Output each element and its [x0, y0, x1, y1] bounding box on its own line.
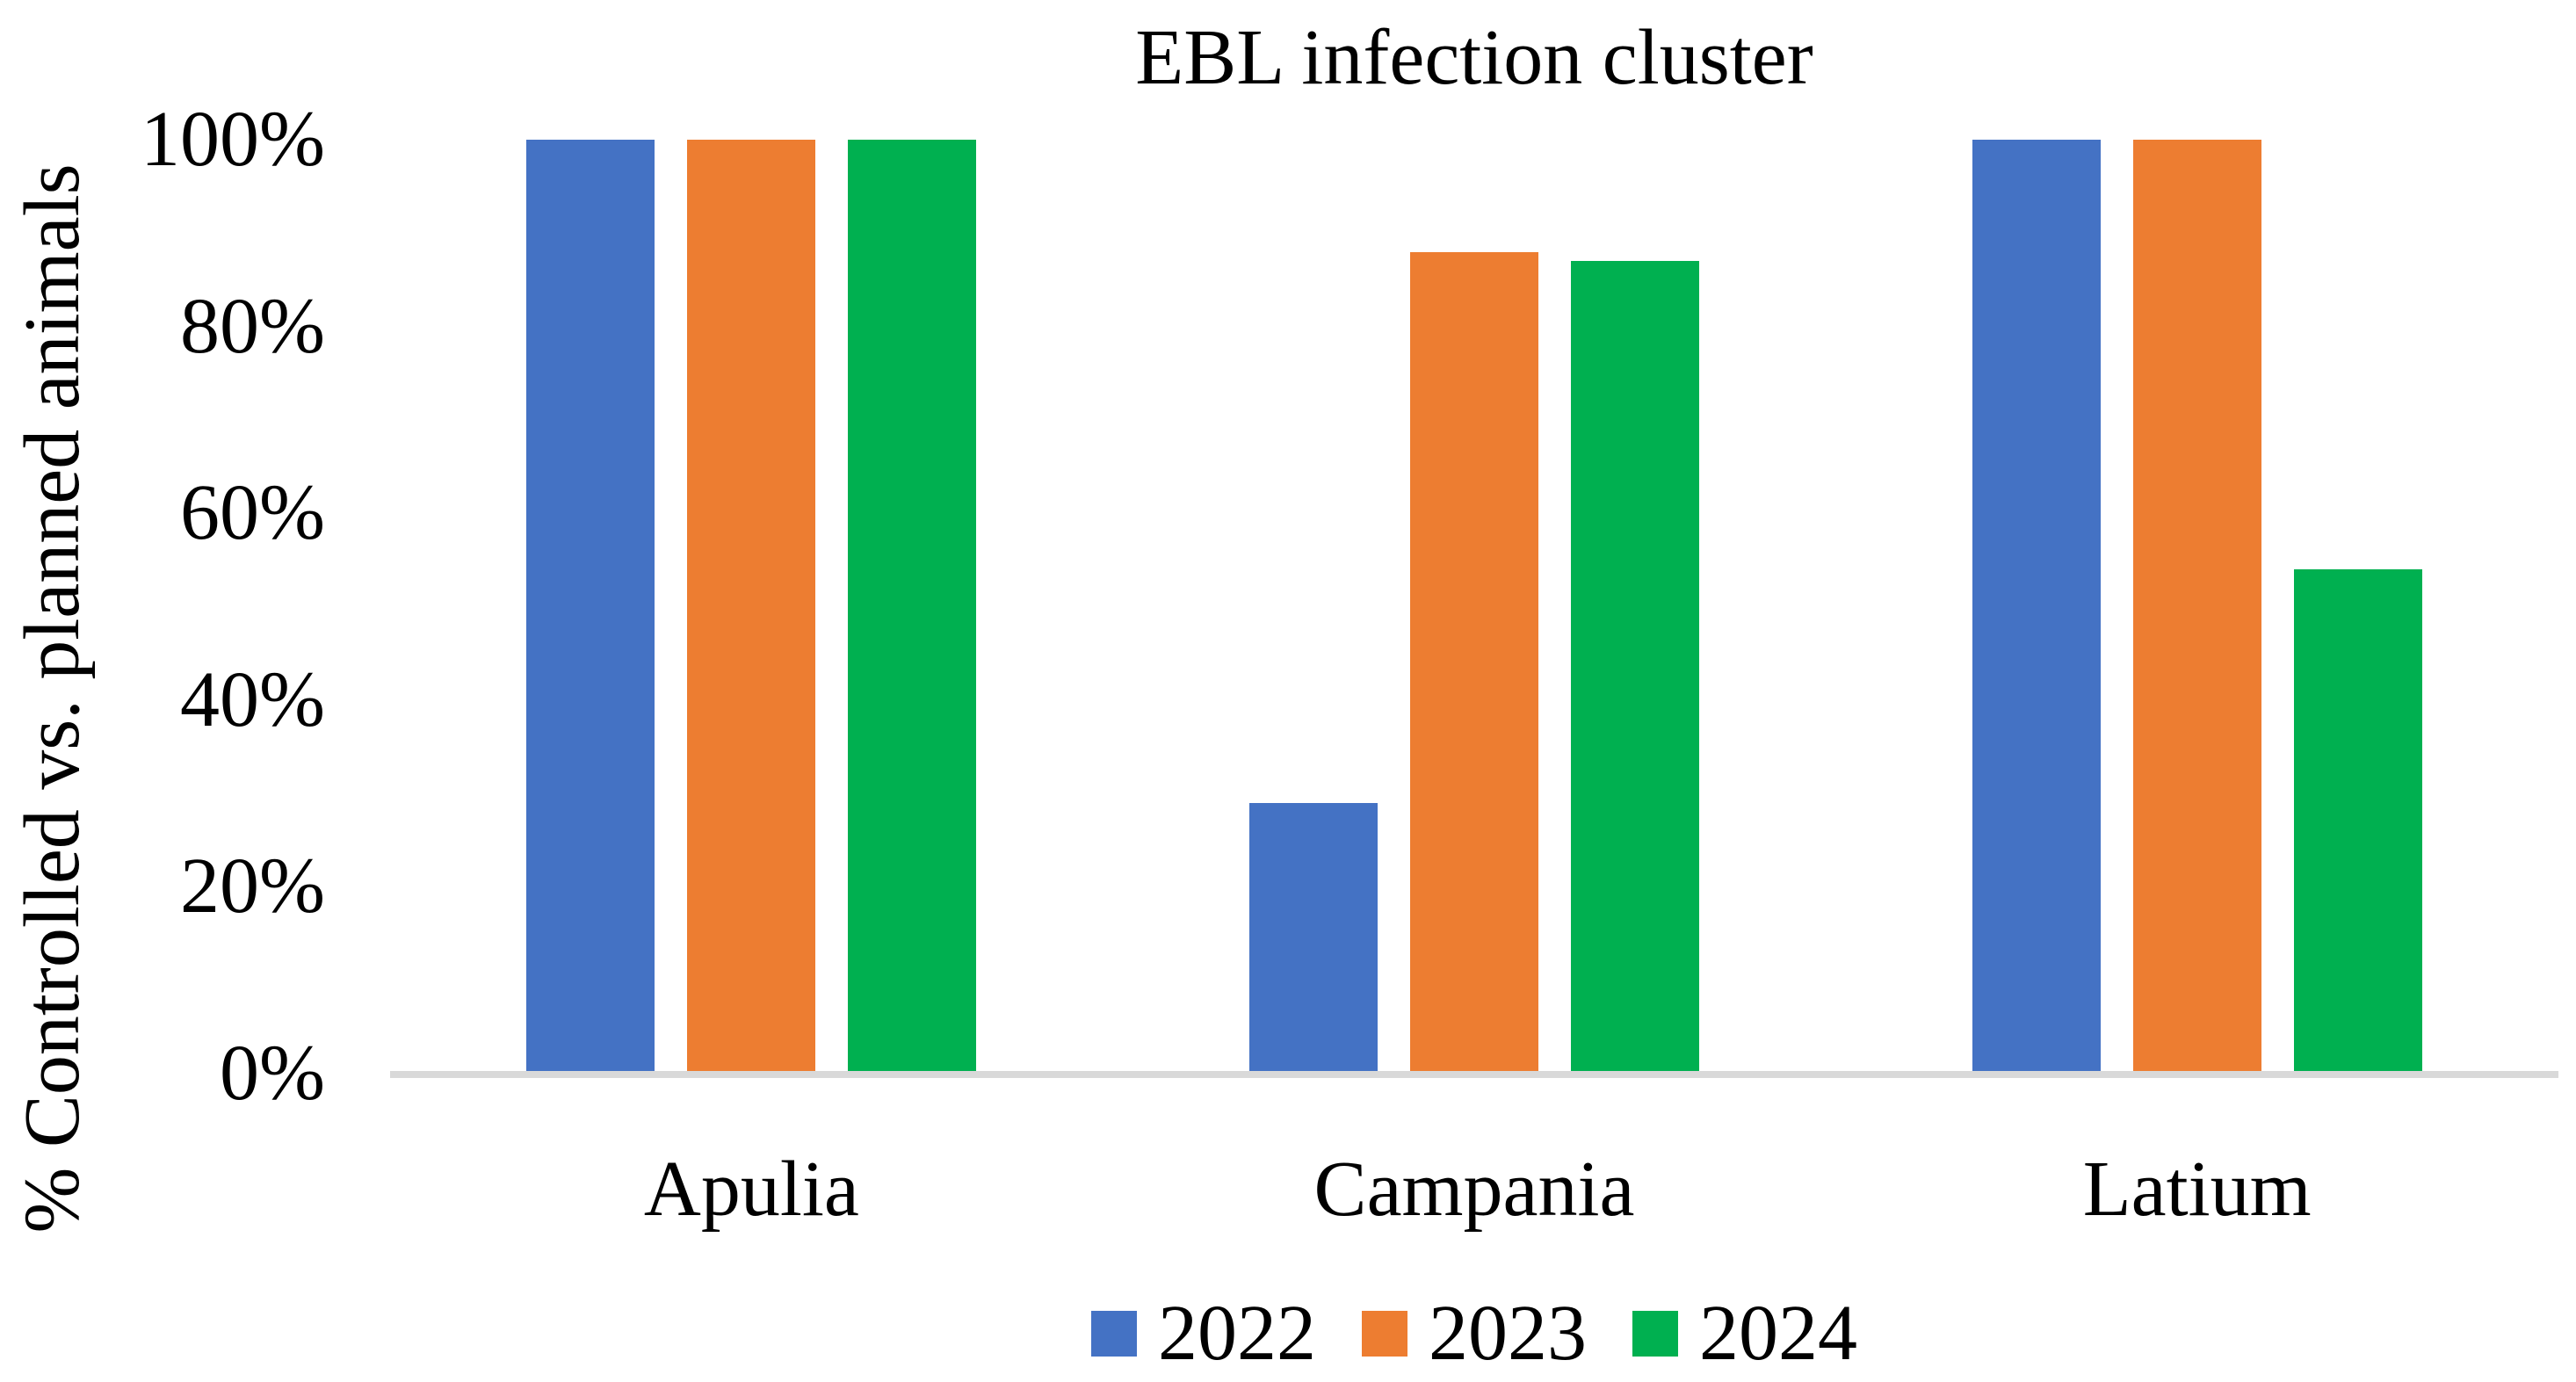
- legend-item-2022: 2022: [1091, 1290, 1316, 1378]
- y-tick-label: 100%: [141, 96, 325, 183]
- legend-label: 2023: [1429, 1290, 1587, 1377]
- chart-title: EBL infection cluster: [1135, 14, 1813, 101]
- bar-campania-2022: [1249, 802, 1378, 1074]
- x-axis-label-campania: Campania: [1313, 1146, 1635, 1233]
- legend-marker-icon: [1091, 1311, 1137, 1357]
- legend-marker-icon: [1362, 1311, 1407, 1357]
- legend-marker-icon: [1632, 1311, 1678, 1357]
- bar-apulia-2023: [687, 140, 816, 1074]
- bar-apulia-2022: [526, 140, 655, 1074]
- x-axis-label-apulia: Apulia: [643, 1146, 859, 1233]
- bar-campania-2023: [1410, 251, 1538, 1074]
- y-tick-label: 0%: [220, 1030, 325, 1117]
- y-tick-label: 40%: [180, 655, 325, 743]
- bar-campania-2024: [1571, 261, 1699, 1074]
- legend: 2022 2023 2024: [390, 1290, 2558, 1378]
- y-tick-label: 80%: [180, 282, 325, 370]
- legend-item-2023: 2023: [1362, 1290, 1587, 1378]
- y-tick-label: 20%: [180, 843, 325, 930]
- x-axis-label-latium: Latium: [2082, 1146, 2312, 1233]
- bar-apulia-2024: [848, 140, 977, 1074]
- legend-item-2024: 2024: [1632, 1290, 1857, 1378]
- legend-label: 2022: [1158, 1290, 1316, 1377]
- x-axis-line: [390, 1071, 2558, 1078]
- legend-label: 2024: [1699, 1290, 1857, 1377]
- bar-latium-2024: [2293, 568, 2422, 1074]
- plot-area: [390, 140, 2558, 1074]
- bar-latium-2023: [2132, 140, 2261, 1074]
- y-tick-label: 60%: [180, 469, 325, 557]
- bar-latium-2022: [1972, 140, 2101, 1074]
